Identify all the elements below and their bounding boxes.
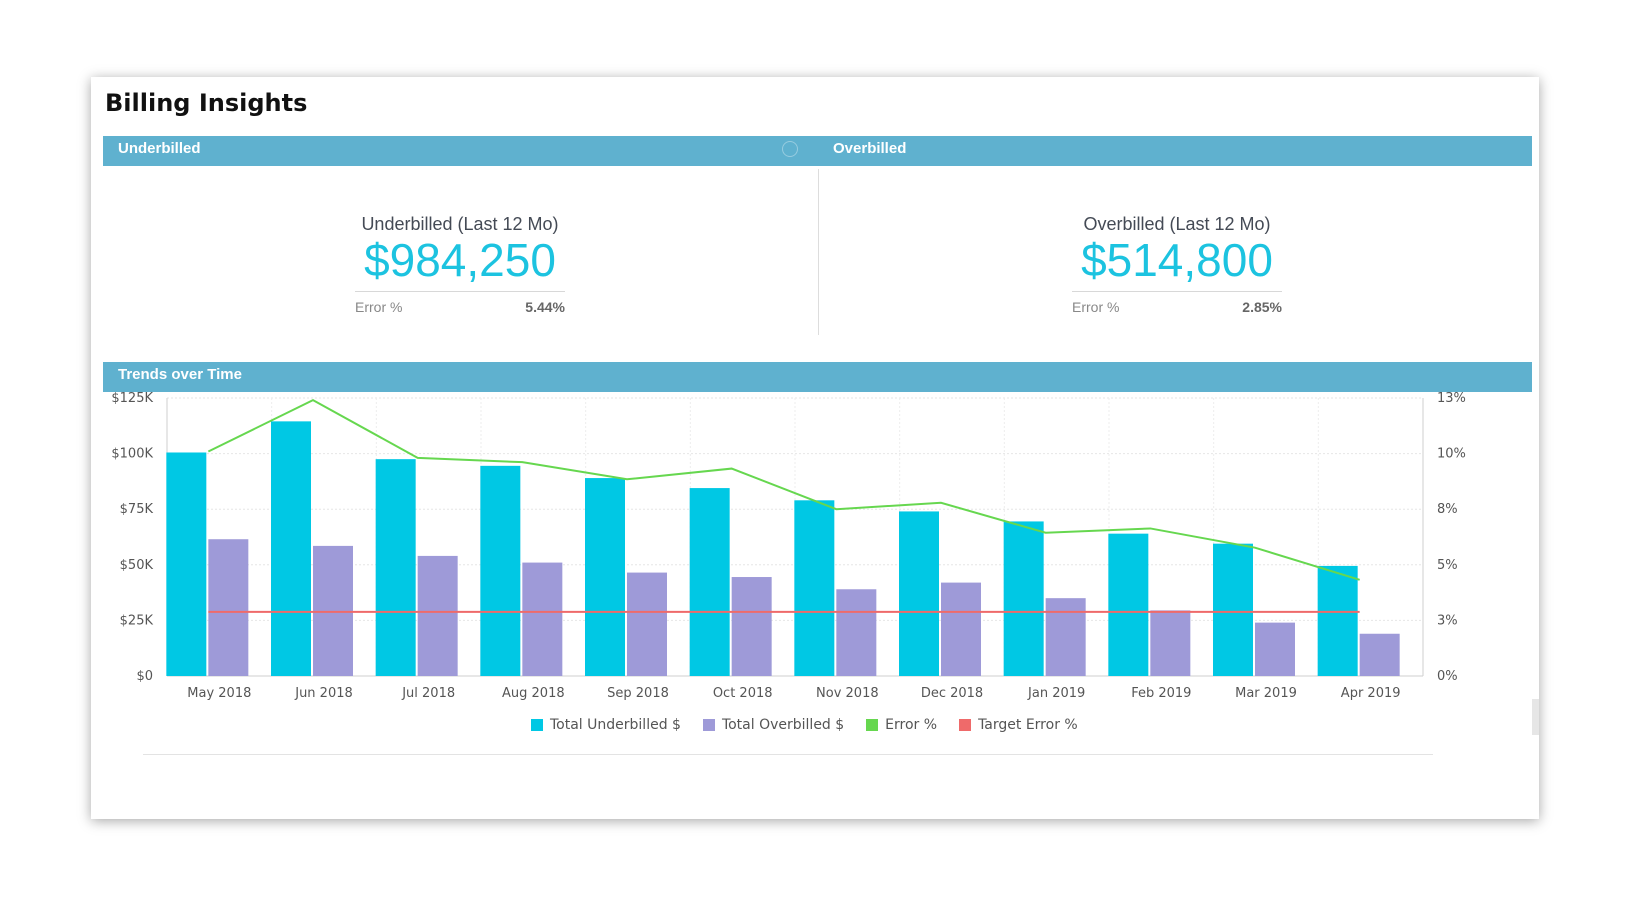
bar-underbilled [1003,521,1044,676]
y-left-tick-label: $125K [111,392,153,406]
overbilled-error-row: Error % 2.85% [1072,299,1282,315]
x-tick-label: Sep 2018 [607,686,669,701]
billing-insights-card: Billing Insights Underbilled Overbilled … [91,77,1539,819]
y-left-tick-label: $50K [120,558,154,573]
trends-section-header: Trends over Time [103,362,1532,392]
x-tick-label: Oct 2018 [713,686,773,701]
overbilled-kpi-label: Overbilled (Last 12 Mo) [1083,214,1271,234]
line-error-percent [207,399,1360,581]
kpi-rule [1072,291,1282,292]
y-right-tick-label: 5% [1437,558,1458,573]
chart-legend: Total Underbilled $ Total Overbilled $ E… [531,717,1078,733]
bar-underbilled [794,500,835,676]
bar-underbilled [375,459,416,676]
bar-overbilled [1255,622,1295,676]
legend-label-underbilled: Total Underbilled $ [550,717,681,733]
bar-underbilled [271,421,311,676]
bar-underbilled [1213,543,1253,676]
underbilled-kpi: Underbilled (Last 12 Mo) $984,250 Error … [355,214,565,315]
x-tick-label: May 2018 [187,686,251,701]
x-tick-label: Dec 2018 [921,686,983,701]
y-right-tick-label: 8% [1437,502,1458,517]
x-tick-label: Jan 2019 [1027,686,1085,701]
x-tick-label: Feb 2019 [1131,686,1191,701]
bar-overbilled [522,562,563,676]
underbilled-section-header: Underbilled [103,136,818,166]
bottom-rule [143,754,1433,755]
bar-overbilled [627,572,667,676]
y-right-tick-label: 3% [1437,613,1458,628]
trends-chart-svg: $0 $25K $50K $75K $100K $125K 0% 3% 5% 8% 10% 13% Ma… [111,392,1466,701]
y-right-tick-label: 0% [1437,669,1458,684]
legend-label-target: Target Error % [978,717,1078,733]
x-tick-label: Aug 2018 [502,686,565,701]
underbilled-kpi-value: $984,250 [364,234,556,286]
bar-overbilled [731,577,772,676]
y-right-tick-label: 10% [1437,447,1466,462]
legend-swatch-error [866,719,879,731]
underbilled-header-label: Underbilled [118,140,201,157]
bar-overbilled [208,539,249,676]
overbilled-kpi: Overbilled (Last 12 Mo) $514,800 Error %… [1072,214,1282,315]
legend-item-underbilled[interactable]: Total Underbilled $ [531,717,681,733]
info-icon[interactable] [782,141,798,157]
y-right-tick-label: 13% [1437,392,1466,406]
error-label: Error % [355,299,403,315]
legend-item-overbilled[interactable]: Total Overbilled $ [702,717,845,733]
bar-overbilled [1045,598,1086,676]
trends-chart: $0 $25K $50K $75K $100K $125K 0% 3% 5% 8% 10% 13% Ma… [91,392,1539,792]
x-tick-label: Apr 2019 [1341,686,1401,701]
bar-underbilled [585,478,625,676]
trends-header-label: Trends over Time [118,366,242,383]
bar-overbilled [1359,633,1400,676]
overbilled-section-header: Overbilled [818,136,1532,166]
bar-underbilled [1317,565,1358,676]
legend-label-overbilled: Total Overbilled $ [721,717,845,733]
bar-overbilled [836,589,877,676]
legend-label-error: Error % [885,717,938,733]
section-divider [818,169,819,335]
legend-item-error[interactable]: Error % [866,717,937,733]
x-tick-label: Nov 2018 [816,686,879,701]
underbilled-kpi-label: Underbilled (Last 12 Mo) [361,214,559,234]
bar-overbilled [417,555,458,676]
x-tick-label: Jun 2018 [294,686,353,701]
y-left-tick-label: $100K [111,447,153,462]
bar-underbilled [480,465,521,676]
error-value: 2.85% [1242,299,1282,315]
y-left-tick-label: $75K [120,502,154,517]
x-tick-label: Jul 2018 [401,686,455,701]
kpi-rule [355,291,565,292]
bar-overbilled [941,582,981,676]
legend-swatch-overbilled [702,719,715,731]
overbilled-header-label: Overbilled [833,140,907,157]
x-tick-label: Mar 2019 [1235,686,1297,701]
error-label: Error % [1072,299,1120,315]
y-left-tick-label: $25K [120,613,154,628]
underbilled-error-row: Error % 5.44% [355,299,565,315]
legend-swatch-underbilled [531,719,543,731]
y-left-tick-label: $0 [136,669,153,684]
overbilled-kpi-value: $514,800 [1081,234,1273,286]
bar-underbilled [899,511,939,676]
bar-overbilled [1150,610,1191,676]
bar-underbilled [689,488,730,676]
error-value: 5.44% [525,299,565,315]
legend-item-target[interactable]: Target Error % [959,717,1078,733]
bar-underbilled [166,452,207,676]
scrollbar-handle[interactable] [1532,699,1539,735]
legend-swatch-target [959,719,972,731]
bar-underbilled [1108,533,1149,676]
card-title: Billing Insights [105,89,308,117]
